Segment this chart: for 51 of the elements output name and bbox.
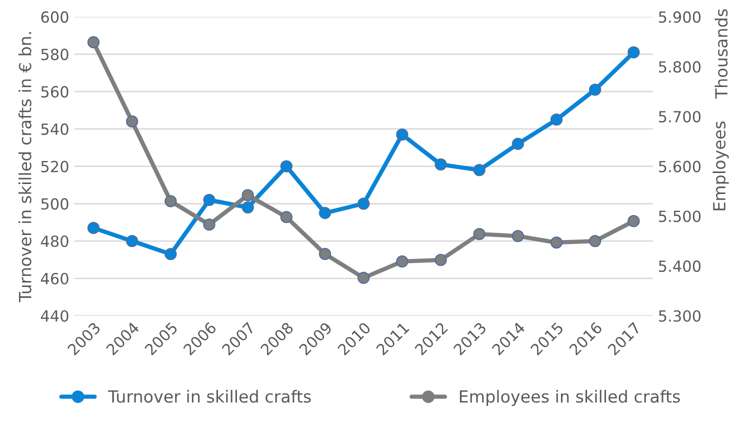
y2-axis-title: Employees bbox=[712, 121, 729, 210]
y-tick-label: 480 bbox=[40, 235, 68, 248]
y-tick-label: 440 bbox=[40, 310, 68, 322]
point bbox=[242, 189, 254, 202]
point bbox=[589, 84, 602, 96]
point bbox=[589, 234, 602, 248]
point bbox=[473, 164, 486, 176]
y-tick-label: 500 bbox=[41, 198, 68, 210]
point bbox=[628, 46, 640, 58]
point bbox=[512, 138, 524, 150]
y2-tick-label: 5.800 bbox=[659, 61, 701, 73]
point bbox=[358, 272, 370, 284]
point bbox=[550, 236, 563, 249]
y-axis-title: Turnover in skilled crafts in € bn. bbox=[18, 32, 32, 302]
y2-tick-label: 5.900 bbox=[659, 11, 701, 23]
point bbox=[396, 128, 408, 141]
point bbox=[242, 201, 254, 214]
point bbox=[358, 198, 370, 210]
y-tick-label: 560 bbox=[41, 86, 68, 98]
y2-tick-label: 5.700 bbox=[659, 110, 701, 122]
point bbox=[87, 222, 100, 234]
point bbox=[628, 215, 640, 228]
point bbox=[318, 248, 332, 260]
y-tick-label: 520 bbox=[41, 160, 68, 172]
point bbox=[126, 234, 138, 248]
y2-tick-label: 5.500 bbox=[659, 210, 701, 222]
point bbox=[473, 228, 486, 240]
y2-tick-label: 5.400 bbox=[659, 260, 701, 272]
legend-label: Turnover in skilled crafts bbox=[108, 390, 311, 403]
point bbox=[280, 211, 292, 224]
y-tick-label: 580 bbox=[41, 48, 68, 60]
point bbox=[164, 195, 177, 208]
point bbox=[434, 254, 447, 266]
point bbox=[280, 160, 292, 172]
point bbox=[164, 248, 177, 260]
y-tick-label: 540 bbox=[41, 123, 68, 135]
point bbox=[126, 115, 138, 128]
point bbox=[550, 114, 563, 126]
point bbox=[512, 230, 524, 242]
point bbox=[396, 255, 408, 268]
legend-label: Employees in skilled crafts bbox=[460, 390, 680, 406]
point bbox=[203, 194, 216, 206]
point bbox=[434, 158, 447, 170]
y-tick-label: 460 bbox=[40, 272, 68, 284]
point bbox=[87, 36, 100, 48]
text: Thousands bbox=[714, 9, 728, 99]
y2-tick-label: 5.300 bbox=[659, 310, 701, 322]
y2-tick-label: 5.600 bbox=[659, 160, 701, 172]
y-tick-label: 600 bbox=[41, 11, 68, 23]
point bbox=[318, 206, 332, 220]
point bbox=[203, 218, 216, 231]
